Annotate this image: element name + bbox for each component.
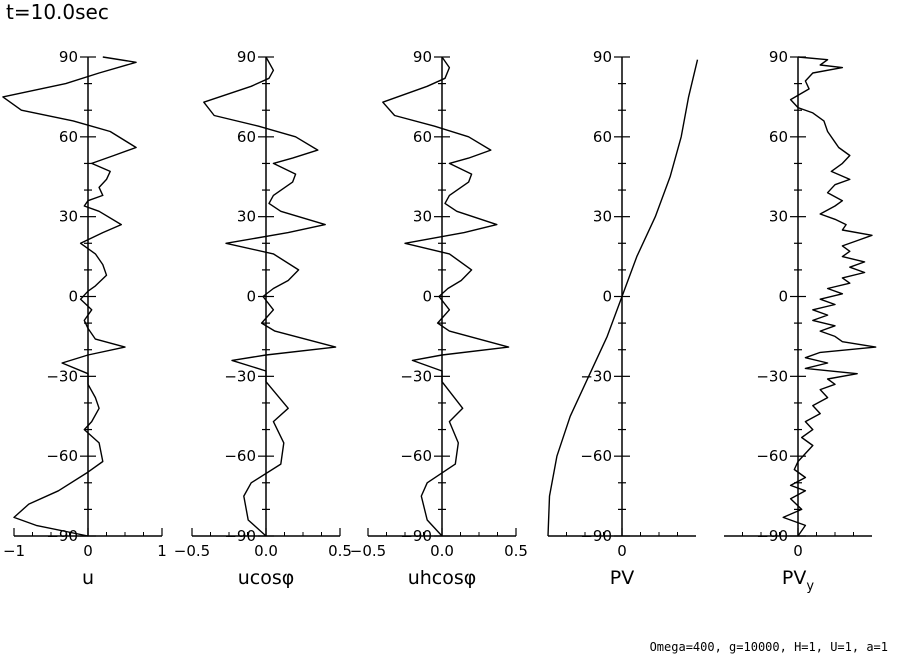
y-tick-label: 90 — [237, 48, 256, 66]
x-tick-label: 0.0 — [254, 542, 278, 560]
series-line — [782, 56, 877, 537]
y-tick-label: 60 — [593, 128, 612, 146]
y-tick-label: −60 — [756, 447, 788, 465]
x-axis-label: uhcosφ — [408, 567, 477, 589]
x-tick-label: 0.5 — [328, 542, 352, 560]
y-tick-label: 30 — [413, 208, 432, 226]
y-tick-label: −60 — [224, 447, 256, 465]
series-line — [2, 56, 137, 537]
y-tick-label: −30 — [400, 367, 432, 385]
y-tick-label: −90 — [400, 527, 432, 545]
x-tick-label: −0.5 — [350, 542, 386, 560]
y-tick-label: −90 — [756, 527, 788, 545]
y-tick-label: −60 — [46, 447, 78, 465]
y-tick-label: 30 — [593, 208, 612, 226]
y-tick-label: −60 — [400, 447, 432, 465]
x-axis-label: PVy — [782, 567, 814, 594]
y-tick-label: 0 — [246, 288, 256, 306]
x-tick-label: 0 — [793, 542, 803, 560]
y-tick-label: 30 — [59, 208, 78, 226]
y-tick-label: 60 — [59, 128, 78, 146]
y-tick-label: −30 — [224, 367, 256, 385]
y-tick-label: 90 — [769, 48, 788, 66]
y-tick-label: 0 — [68, 288, 78, 306]
y-tick-label: −30 — [46, 367, 78, 385]
x-axis-label: PV — [610, 567, 634, 589]
y-tick-label: 30 — [237, 208, 256, 226]
y-tick-label: 90 — [59, 48, 78, 66]
y-tick-label: 90 — [413, 48, 432, 66]
time-label: t=10.0sec — [6, 0, 109, 24]
y-tick-label: −30 — [756, 367, 788, 385]
x-tick-label: 0.5 — [504, 542, 528, 560]
y-tick-label: 90 — [593, 48, 612, 66]
y-tick-label: 0 — [422, 288, 432, 306]
y-tick-label: 0 — [778, 288, 788, 306]
x-tick-label: −1 — [3, 542, 25, 560]
series-line — [382, 56, 510, 537]
x-axis-label: ucosφ — [238, 567, 295, 589]
x-tick-label: 0 — [617, 542, 627, 560]
x-axis-label-subscript: y — [806, 579, 814, 594]
series-line — [547, 59, 699, 537]
y-tick-label: −90 — [46, 527, 78, 545]
y-tick-label: −30 — [580, 367, 612, 385]
y-tick-label: 60 — [237, 128, 256, 146]
x-tick-label: −0.5 — [174, 542, 210, 560]
y-tick-label: 30 — [769, 208, 788, 226]
x-tick-label: 0.0 — [430, 542, 454, 560]
y-tick-label: 60 — [769, 128, 788, 146]
y-tick-label: 0 — [602, 288, 612, 306]
y-tick-label: −90 — [580, 527, 612, 545]
x-tick-label: 0 — [83, 542, 93, 560]
params-label: Omega=400, g=10000, H=1, U=1, a=1 — [649, 640, 888, 654]
series-line — [203, 56, 337, 537]
y-tick-label: −60 — [580, 447, 612, 465]
y-tick-label: −90 — [224, 527, 256, 545]
x-tick-label: 1 — [157, 542, 167, 560]
y-tick-label: 60 — [413, 128, 432, 146]
x-axis-label: u — [82, 567, 94, 589]
